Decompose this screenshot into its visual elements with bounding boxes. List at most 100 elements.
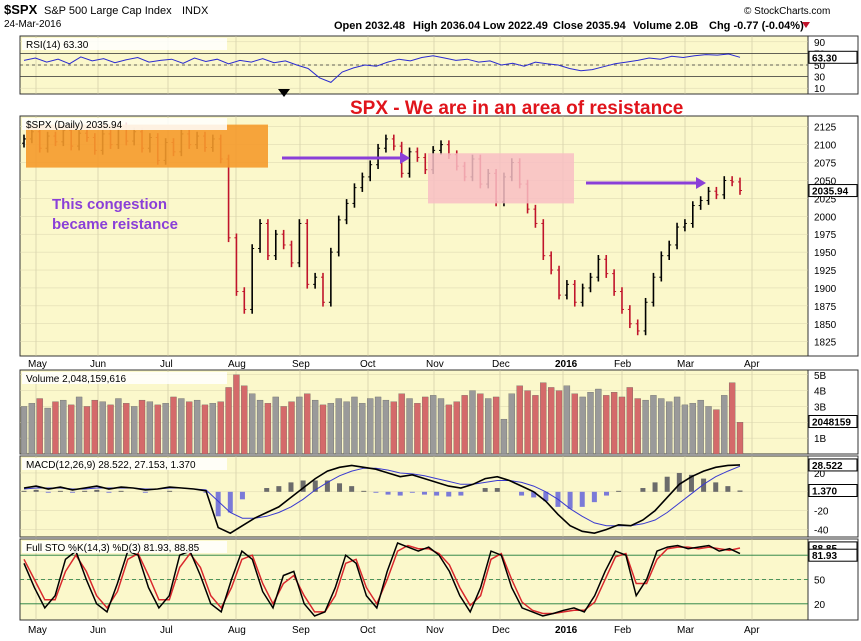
volume-bar	[681, 404, 689, 455]
source-label: © StockCharts.com	[744, 6, 830, 17]
y-tick-label: 90	[814, 38, 826, 49]
volume-bar	[178, 398, 185, 455]
value-tag	[808, 548, 858, 562]
macd-histogram-bar	[349, 486, 355, 492]
volume-bar	[626, 387, 633, 455]
rsi-line	[23, 53, 741, 83]
volume-bar	[390, 401, 397, 455]
macd-histogram-bar	[640, 488, 646, 492]
x-tick-label-lower: May	[28, 625, 47, 636]
volume-bar	[327, 403, 335, 455]
volume-bar	[477, 393, 484, 455]
macd-histogram-bar	[543, 491, 549, 502]
volume-bar	[264, 403, 272, 455]
x-tick-label-lower: Feb	[614, 625, 632, 636]
volume-bar	[170, 396, 177, 455]
volume-bar	[351, 396, 358, 455]
volume-bar	[603, 395, 610, 455]
volume-bar	[587, 392, 594, 455]
volume-bar	[524, 390, 531, 455]
x-tick-label-upper: Nov	[426, 359, 444, 370]
macd-histogram-bar	[142, 491, 148, 493]
macd-histogram-bar	[264, 488, 270, 492]
volume-bar	[618, 396, 626, 455]
x-tick-label-upper: Mar	[677, 359, 695, 370]
macd-histogram-bar	[591, 491, 597, 503]
change-value: Chg -0.77 (-0.04%)	[709, 20, 804, 32]
volume-bar	[508, 393, 515, 455]
x-tick-label-upper: Sep	[292, 359, 310, 370]
y-tick-label: 1825	[814, 338, 837, 349]
volume-bar	[20, 406, 28, 455]
y-tick-label: 2050	[814, 176, 837, 187]
volume-bar	[319, 404, 327, 455]
volume-bar	[563, 385, 571, 455]
volume-bar	[492, 396, 500, 455]
y-tick-label: 1B	[814, 434, 827, 445]
y-tick-label: 4B	[814, 387, 827, 398]
volume-bar	[44, 407, 51, 455]
annotation-congestion-1: This congestion	[52, 196, 167, 213]
volume-bar	[36, 398, 43, 455]
volume-bar	[579, 396, 586, 455]
x-tick-label-upper: Dec	[492, 359, 510, 370]
volume-bar	[374, 396, 382, 455]
volume-bar	[99, 401, 106, 455]
x-tick-label-lower: Jul	[160, 625, 173, 636]
macd-histogram-bar	[70, 491, 76, 493]
macd-histogram-bar	[434, 491, 440, 496]
volume-bar	[343, 401, 350, 455]
legend-background	[22, 118, 227, 130]
macd-histogram-bar	[288, 482, 294, 492]
resistance-zone	[428, 153, 574, 204]
volume-bar	[83, 406, 91, 455]
volume-bar	[193, 399, 201, 455]
volume-bar	[52, 401, 59, 455]
down-triangle-icon	[802, 22, 810, 28]
panel-legend: MACD(12,26,9) 28.522, 27.153, 1.370	[26, 460, 196, 471]
macd-histogram-bar	[82, 490, 88, 492]
volume-bar	[304, 393, 311, 455]
macd-histogram-bar	[337, 483, 343, 492]
macd-histogram-bar	[57, 490, 63, 492]
macd-histogram-bar	[373, 491, 379, 493]
volume-bar	[673, 396, 681, 455]
macd-line	[23, 464, 741, 535]
panel-legend: Volume 2,048,159,616	[26, 374, 127, 385]
volume-bar	[705, 406, 712, 455]
x-tick-label-lower: Sep	[292, 625, 310, 636]
volume-bar	[75, 396, 83, 455]
volume-bar	[335, 398, 342, 455]
volume-bar	[201, 404, 209, 455]
value-tag-text: 28.522	[812, 461, 843, 472]
volume-bar	[610, 392, 618, 455]
annotation-main: SPX - We are in an area of resistance	[350, 98, 683, 119]
macd-histogram-bar	[21, 490, 27, 492]
x-tick-label-lower: Jun	[90, 625, 106, 636]
macd-histogram-bar	[519, 491, 525, 496]
volume-bar	[367, 398, 374, 455]
volume-bar	[721, 395, 728, 455]
x-tick-label-lower: Mar	[677, 625, 695, 636]
y-tick-label: 1875	[814, 302, 837, 313]
macd-histogram-bar	[118, 490, 124, 492]
volume-bar	[697, 399, 704, 455]
panel-legend: RSI(14) 63.30	[26, 40, 89, 51]
macd-histogram-bar	[167, 490, 173, 492]
macd-histogram-bar	[676, 472, 682, 492]
y-tick-label: 50	[814, 61, 826, 72]
y-tick-label: 2025	[814, 194, 837, 205]
volume-bar	[272, 396, 279, 455]
x-tick-label-lower: Nov	[426, 625, 444, 636]
symbol-label: $SPX	[4, 2, 38, 17]
volume-bar	[68, 404, 75, 455]
volume-bar	[532, 395, 539, 455]
volume-bar	[406, 398, 413, 455]
y-tick-label: 1925	[814, 266, 837, 277]
volume-bar	[713, 409, 720, 455]
macd-histogram-bar	[324, 480, 330, 492]
macd-histogram-bar	[482, 488, 488, 492]
volume-bar	[689, 403, 696, 455]
volume-bar	[453, 401, 460, 455]
